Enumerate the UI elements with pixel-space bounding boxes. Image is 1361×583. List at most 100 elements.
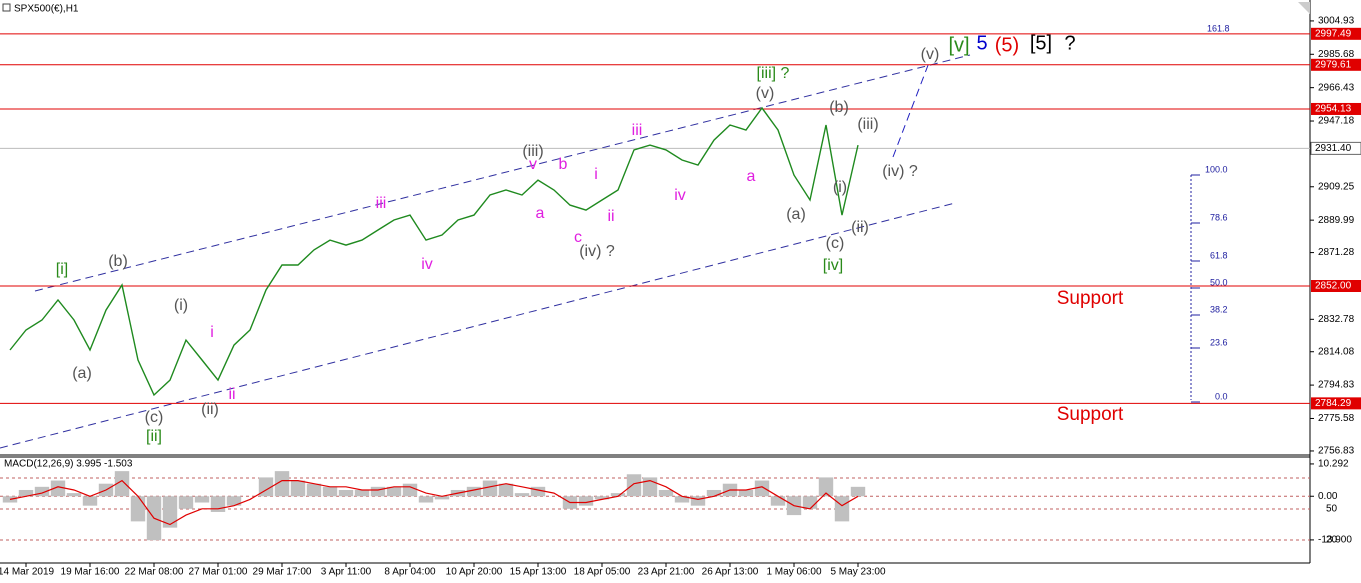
- macd-bar: [770, 496, 786, 506]
- fib-label: 78.6: [1210, 212, 1228, 222]
- macd-bar: [802, 496, 818, 509]
- wave-label: (a): [786, 206, 806, 223]
- macd-bar: [690, 496, 706, 506]
- fib-label: 23.6: [1210, 337, 1228, 347]
- wave-label: ?: [1064, 32, 1075, 54]
- current-price-label: 2931.40: [1315, 143, 1352, 154]
- wave-label: (ii): [851, 219, 869, 236]
- macd-bar: [738, 489, 754, 497]
- level-label-box: [1311, 280, 1361, 292]
- macd-y-tick-label: -13.900: [1318, 535, 1352, 546]
- x-tick-label: 27 Mar 01:00: [189, 567, 248, 578]
- wave-label: (a): [72, 365, 92, 382]
- macd-bar: [658, 489, 674, 497]
- channel-upper: [34, 54, 971, 292]
- y-tick-label: 2794.83: [1318, 380, 1355, 391]
- macd-bar: [370, 486, 386, 497]
- fib-label: 100.0: [1205, 164, 1228, 174]
- y-tick-label: 2985.68: [1318, 49, 1355, 60]
- overlay-label: 20: [1326, 535, 1338, 546]
- wave-label: [5]: [1030, 32, 1052, 54]
- x-tick-label: 5 May 23:00: [830, 567, 885, 578]
- macd-bar: [482, 480, 498, 497]
- macd-bar: [498, 483, 514, 497]
- wave-label: (iv) ?: [882, 163, 918, 180]
- overlay-label: 50: [1326, 504, 1338, 515]
- wave-label: (c): [145, 409, 164, 426]
- wave-label: ii: [228, 386, 235, 403]
- macd-bar: [850, 486, 866, 497]
- level-label-box: [1311, 102, 1361, 115]
- wave-label: Support: [1057, 288, 1124, 309]
- x-tick-label: 1 May 06:00: [766, 567, 821, 578]
- x-tick-label: 29 Mar 17:00: [253, 567, 312, 578]
- symbol-icon: [2, 3, 11, 12]
- projection-line: [892, 59, 931, 158]
- macd-bar: [306, 483, 322, 497]
- macd-bar: [50, 480, 66, 497]
- level-label: 2997.49: [1315, 28, 1352, 39]
- x-tick-label: 22 Mar 08:00: [125, 567, 184, 578]
- y-tick-label: 2832.78: [1318, 314, 1355, 325]
- level-label: 2784.29: [1315, 398, 1352, 409]
- macd-bar: [274, 471, 290, 497]
- macd-bar: [386, 486, 402, 497]
- fib-label: 161.8: [1207, 23, 1230, 33]
- x-tick-label: 23 Apr 21:00: [638, 567, 695, 578]
- macd-bar: [82, 496, 98, 506]
- wave-label: iv: [421, 256, 433, 273]
- level-label: 2954.13: [1315, 104, 1352, 115]
- wave-label: i: [594, 166, 598, 183]
- level-label: 2852.00: [1315, 281, 1352, 292]
- wave-label: (b): [108, 253, 128, 270]
- channel-lower: [0, 202, 956, 449]
- macd-bar: [594, 496, 610, 500]
- x-tick-label: 14 Mar 2019: [0, 567, 55, 578]
- macd-bar: [754, 480, 770, 497]
- macd-bar: [818, 477, 834, 497]
- level-label-box: [1311, 27, 1361, 40]
- macd-bar: [418, 496, 434, 503]
- macd-bar: [434, 496, 450, 500]
- macd-bar: [290, 480, 306, 497]
- y-tick-label: 2909.25: [1318, 181, 1355, 192]
- wave-label: [v]: [948, 34, 969, 56]
- fib-label: 50.0: [1210, 277, 1228, 287]
- y-tick-label: 2871.28: [1318, 247, 1355, 258]
- wave-label: iv: [674, 187, 686, 204]
- wave-label: iii: [632, 122, 643, 139]
- wave-label: a: [747, 168, 756, 185]
- macd-bar: [162, 496, 178, 528]
- macd-bar: [66, 493, 82, 497]
- wave-label: (v): [756, 85, 775, 102]
- chart-title: SPX500(€),H1: [14, 4, 79, 15]
- wave-label: 5: [976, 32, 987, 54]
- wave-label: [iv]: [823, 257, 843, 274]
- macd-bar: [194, 496, 210, 503]
- wave-label: iii: [376, 195, 387, 212]
- level-label: 2979.61: [1315, 59, 1352, 70]
- wave-label: a: [536, 205, 545, 222]
- macd-title: MACD(12,26,9) 3.995 -1.503: [4, 459, 133, 470]
- y-tick-label: 2947.18: [1318, 116, 1355, 127]
- macd-bar: [114, 471, 130, 497]
- macd-bar: [834, 496, 850, 522]
- wave-label: (ii): [201, 401, 219, 418]
- wave-label: [iii] ?: [757, 65, 790, 82]
- fib-label: 38.2: [1210, 304, 1228, 314]
- macd-y-tick-label: 0.00: [1318, 491, 1338, 502]
- wave-label: [i]: [56, 261, 68, 278]
- wave-label: (5): [995, 34, 1019, 56]
- x-tick-label: 15 Apr 13:00: [510, 567, 567, 578]
- y-tick-label: 2775.58: [1318, 413, 1355, 424]
- macd-bar: [226, 496, 242, 506]
- wave-label: (v): [921, 46, 940, 63]
- x-tick-label: 3 Apr 11:00: [321, 567, 372, 578]
- macd-bar: [530, 486, 546, 497]
- wave-label: Support: [1057, 404, 1124, 425]
- macd-y-tick-label: 10.292: [1318, 459, 1349, 470]
- wave-label: (c): [826, 235, 845, 252]
- y-tick-label: 2966.43: [1318, 82, 1355, 93]
- wave-label: (iii): [857, 116, 878, 133]
